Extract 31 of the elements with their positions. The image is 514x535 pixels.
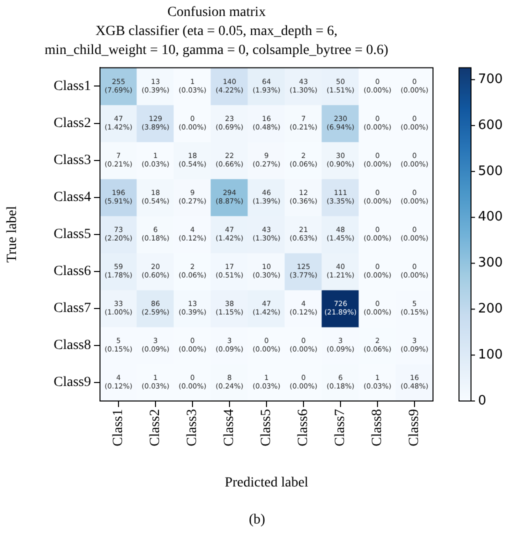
y-tick-label: Class4: [54, 190, 91, 205]
y-tick-label: Class5: [54, 227, 91, 242]
x-tick-label: Class6: [296, 409, 312, 446]
x-tick-label: Class8: [370, 409, 386, 446]
y-tick-label: Class8: [54, 338, 91, 354]
color-bar-label: 700: [478, 72, 503, 88]
x-tick-label: Class2: [148, 409, 164, 446]
x-tick-label: Class4: [222, 409, 238, 446]
x-tick-label: Class3: [185, 409, 200, 446]
y-tick-label: Class1: [54, 78, 91, 94]
x-axis-title: Predicted label: [224, 475, 308, 490]
color-bar-label: 600: [478, 118, 503, 133]
y-axis-title: True label: [5, 206, 20, 263]
color-bar-label: 0: [478, 393, 486, 408]
y-tick-label: Class6: [54, 264, 91, 280]
y-tick-label: Class2: [54, 116, 91, 131]
x-tick-label: Class7: [333, 409, 348, 446]
x-tick-label: Class5: [259, 409, 274, 446]
color-bar-label: 500: [478, 164, 503, 179]
color-bar-label: 300: [478, 256, 503, 271]
text: (b): [248, 512, 266, 528]
x-tick-label: Class1: [111, 409, 126, 446]
x-tick-label: Class9: [407, 409, 422, 446]
y-tick-label: Class9: [54, 375, 91, 390]
color-bar-label: 200: [478, 302, 503, 317]
y-tick-label: Class3: [54, 152, 91, 168]
color-bar-label: 400: [478, 210, 503, 225]
color-bar-label: 100: [478, 347, 503, 362]
y-tick-label: Class7: [54, 301, 91, 316]
chart-title: Confusion matrix: [167, 5, 266, 20]
chart-subtitle: XGB classifier (eta = 0.05, max_depth = 6, min_child_weight = 10, gamma = 0, colsample_bytree = 0.6): [44, 24, 389, 58]
